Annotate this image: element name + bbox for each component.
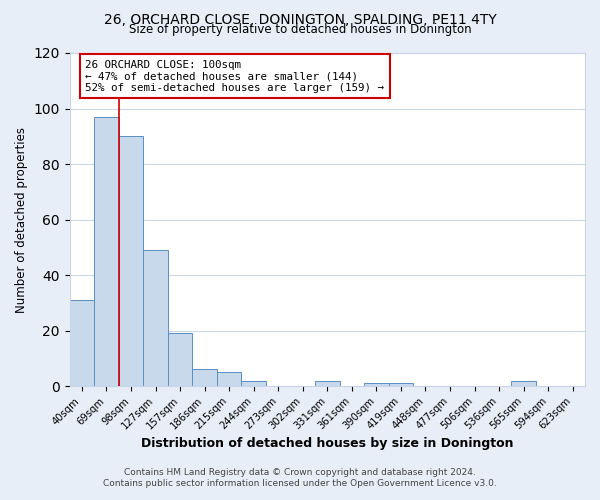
- Bar: [241, 380, 266, 386]
- Bar: [193, 370, 217, 386]
- Text: 26, ORCHARD CLOSE, DONINGTON, SPALDING, PE11 4TY: 26, ORCHARD CLOSE, DONINGTON, SPALDING, …: [104, 12, 496, 26]
- Bar: [315, 380, 340, 386]
- Y-axis label: Number of detached properties: Number of detached properties: [15, 126, 28, 312]
- Bar: [389, 384, 413, 386]
- Text: 26 ORCHARD CLOSE: 100sqm
← 47% of detached houses are smaller (144)
52% of semi-: 26 ORCHARD CLOSE: 100sqm ← 47% of detach…: [85, 60, 384, 93]
- Bar: [511, 380, 536, 386]
- Bar: [70, 300, 94, 386]
- Bar: [364, 384, 389, 386]
- Bar: [168, 334, 193, 386]
- Bar: [94, 117, 119, 386]
- Bar: [217, 372, 241, 386]
- Bar: [143, 250, 168, 386]
- Bar: [119, 136, 143, 386]
- Text: Size of property relative to detached houses in Donington: Size of property relative to detached ho…: [128, 22, 472, 36]
- Text: Contains HM Land Registry data © Crown copyright and database right 2024.
Contai: Contains HM Land Registry data © Crown c…: [103, 468, 497, 487]
- X-axis label: Distribution of detached houses by size in Donington: Distribution of detached houses by size …: [141, 437, 514, 450]
